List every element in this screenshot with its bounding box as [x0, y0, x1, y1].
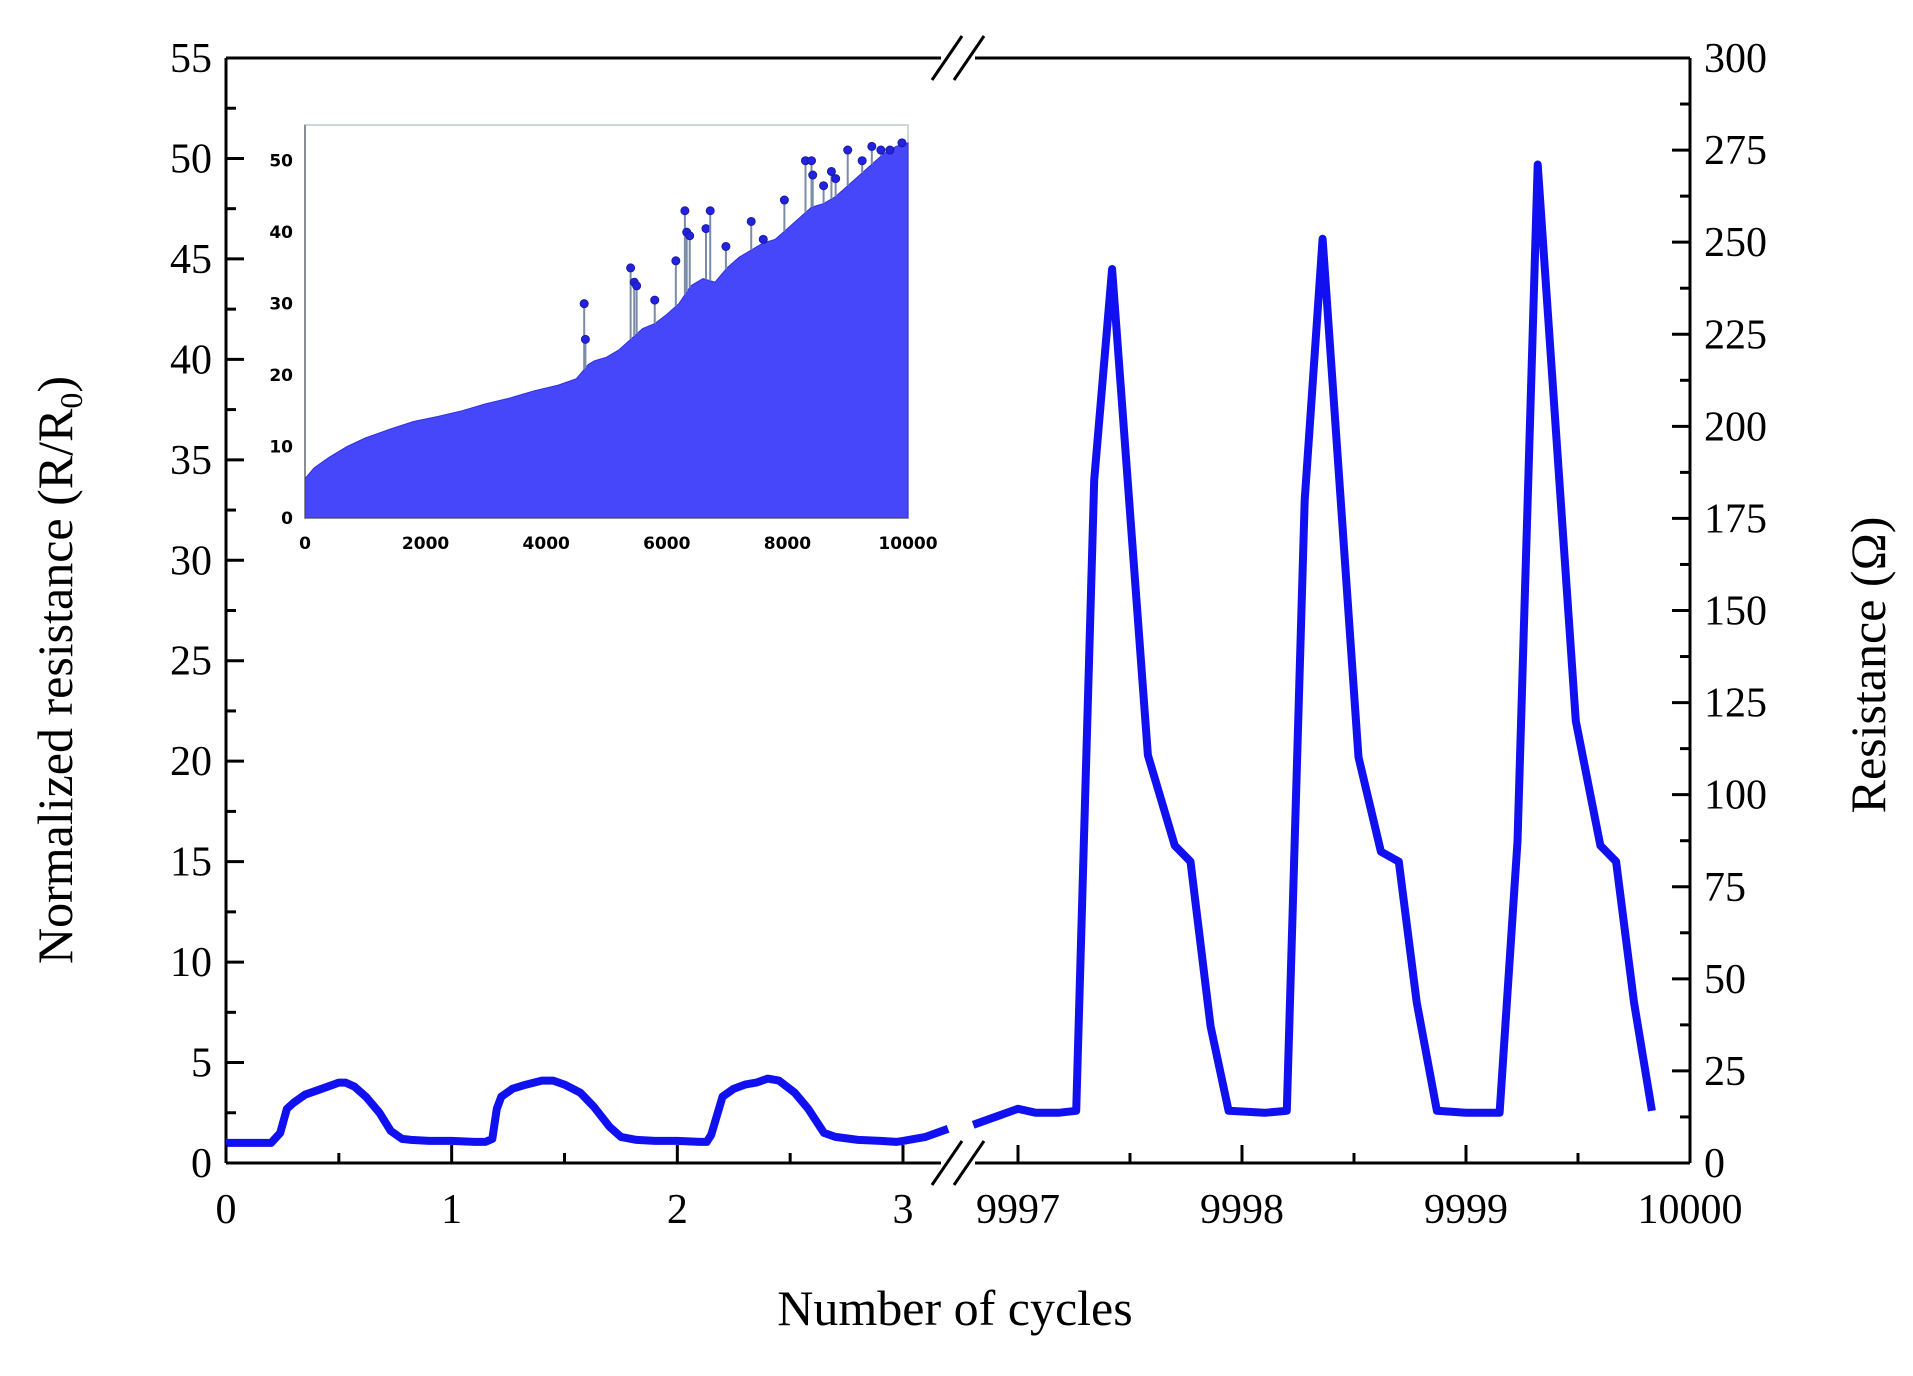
y-right-tick-label: 225 [1704, 312, 1767, 358]
x-tick-label: 0 [216, 1187, 237, 1233]
y-right-tick-label: 250 [1704, 220, 1767, 266]
y-left-tick-label: 35 [170, 438, 212, 484]
inset-y-tick-label: 50 [269, 152, 293, 172]
x-tick-label: 3 [893, 1187, 914, 1233]
x-tick-label: 2 [667, 1187, 688, 1233]
inset-spike-marker [579, 299, 589, 309]
y-left-tick-label: 5 [191, 1041, 212, 1087]
y-axis-left-label-subscript: 0 [53, 393, 89, 409]
x-tick-label: 10000 [1638, 1187, 1743, 1233]
inset-spike-marker [826, 166, 836, 176]
y-right-tick-label: 300 [1704, 36, 1767, 82]
inset-y-tick-label: 30 [269, 295, 293, 315]
y-axis-left-label-close: ) [27, 376, 83, 393]
inset-spike-marker [758, 234, 768, 244]
y-left-tick-label: 55 [170, 36, 212, 82]
inset-spike-marker [808, 170, 818, 180]
y-right-tick-label: 50 [1704, 957, 1746, 1003]
axis-ticks: 0510152025303540455055025507510012515017… [170, 36, 1767, 1233]
inset-spike-marker [705, 206, 715, 216]
inset-y-tick-label: 40 [269, 223, 293, 243]
inset-spike-marker [885, 145, 895, 155]
inset-y-tick-label: 20 [269, 366, 293, 386]
axis-break-mark-top [930, 35, 964, 81]
inset-spike-marker [857, 156, 867, 166]
inset-spike-marker [831, 174, 841, 184]
series-line-cycles-9997-10000 [971, 160, 1656, 1129]
inset-area [304, 142, 909, 519]
inset-spike-marker [843, 145, 853, 155]
y-right-tick-label: 100 [1704, 773, 1767, 819]
inset-chart: 0 2000 4000 6000 8000 10000 0 10 20 30 40 50 [269, 124, 938, 554]
main-data-lines [226, 160, 1656, 1147]
x-tick-label: 1 [441, 1187, 462, 1233]
inset-spike-marker [876, 145, 886, 155]
y-left-tick-label: 50 [170, 136, 212, 182]
axis-break-mark-bottom [930, 1140, 964, 1186]
x-axis-label: Number of cycles [777, 1280, 1132, 1336]
inset-x-tick-label: 4000 [523, 534, 570, 554]
inset-spike-marker [650, 295, 660, 305]
axis-labels: Number of cycles Normalized resistance (… [27, 376, 1896, 1336]
inset-spike-marker [626, 263, 636, 273]
inset-spike-marker [746, 216, 756, 226]
y-axis-right-label: Resistance (Ω) [1840, 517, 1896, 814]
y-left-tick-label: 20 [170, 739, 212, 785]
axis-break-mark-top [952, 35, 986, 81]
x-tick-label: 9999 [1424, 1187, 1508, 1233]
y-left-tick-label: 15 [170, 840, 212, 886]
y-right-tick-label: 200 [1704, 404, 1767, 450]
x-tick-label: 9997 [976, 1187, 1060, 1233]
y-right-tick-label: 25 [1704, 1049, 1746, 1095]
inset-x-tick-label: 10000 [878, 534, 937, 554]
inset-spike-marker [680, 206, 690, 216]
y-left-tick-label: 40 [170, 337, 212, 383]
inset-y-tick-label: 10 [269, 438, 293, 458]
inset-spike-marker [721, 241, 731, 251]
y-right-tick-label: 0 [1704, 1141, 1725, 1187]
y-right-tick-label: 75 [1704, 865, 1746, 911]
y-axis-left-label: Normalized resistance (R/R0) [27, 376, 89, 964]
y-left-tick-label: 45 [170, 237, 212, 283]
y-right-tick-label: 150 [1704, 589, 1767, 635]
inset-spike-marker [685, 231, 695, 241]
y-left-tick-label: 30 [170, 538, 212, 584]
y-axis-left-label-main: Normalized resistance (R/R [27, 408, 83, 964]
inset-spike-marker [807, 156, 817, 166]
inset-spike-marker [779, 195, 789, 205]
inset-x-tick-label: 8000 [764, 534, 811, 554]
y-right-tick-label: 125 [1704, 681, 1767, 727]
inset-y-tick-label: 0 [281, 509, 293, 529]
x-tick-label: 9998 [1200, 1187, 1284, 1233]
y-left-tick-label: 0 [191, 1141, 212, 1187]
inset-x-tick-label: 2000 [402, 534, 449, 554]
axis-break-mark-bottom [952, 1140, 986, 1186]
inset-spike-marker [897, 138, 907, 148]
inset-x-tick-label: 0 [299, 534, 311, 554]
series-line-cycles-0-3 [226, 1074, 950, 1147]
inset-spike-marker [819, 181, 829, 191]
inset-spike-marker [701, 224, 711, 234]
y-left-tick-label: 25 [170, 639, 212, 685]
inset-spike-marker [632, 281, 642, 291]
y-right-tick-label: 275 [1704, 128, 1767, 174]
y-right-tick-label: 175 [1704, 496, 1767, 542]
inset-spike-marker [671, 256, 681, 266]
inset-spike-marker [580, 334, 590, 344]
inset-spike-marker [867, 141, 877, 151]
y-left-tick-label: 10 [170, 940, 212, 986]
inset-x-tick-label: 6000 [643, 534, 690, 554]
